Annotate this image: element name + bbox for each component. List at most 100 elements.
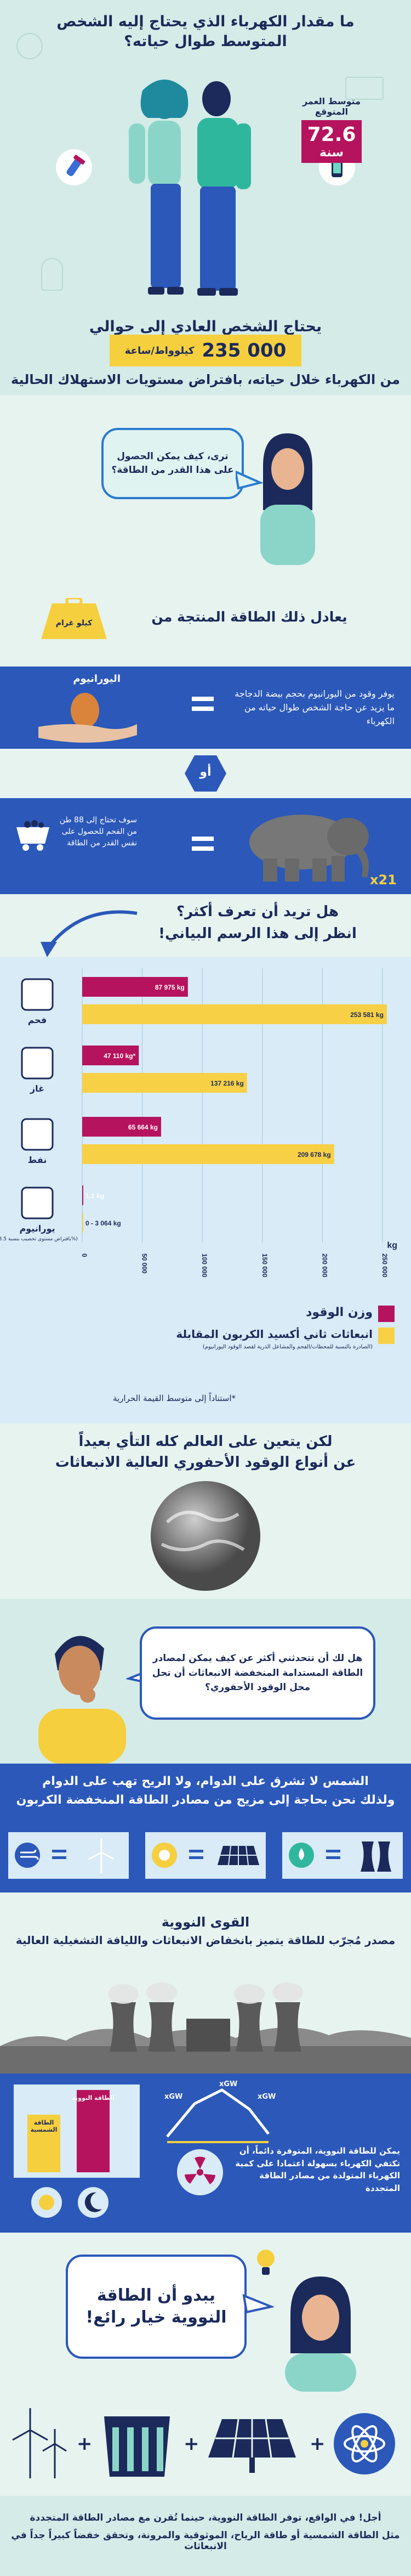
legend-emissions-swatch	[378, 1327, 395, 1344]
legend-weight-swatch	[378, 1306, 395, 1322]
chart-section: هل تريد أن تعرف أكثر؟ انظر إلى هذا الرسم…	[0, 897, 411, 1423]
chart-panel	[0, 957, 411, 1423]
woman-avatar	[260, 433, 315, 565]
page-title: ما مقدار الكهرباء الذي يحتاج إليه الشخص …	[56, 13, 355, 50]
fuel-icon	[21, 1187, 54, 1219]
atom-icon	[334, 2413, 395, 2475]
kwh-box: 235 000 كيلوواط/ساعة	[110, 335, 301, 366]
earth-icon	[151, 1481, 260, 1591]
x-tick-label: 50 000	[141, 1253, 149, 1274]
bar-value-label: 1.1 kg	[85, 1192, 104, 1200]
legend-emissions-note: (الصادرة بالنسبة للمحطات/الفحم والمشاعل …	[202, 1344, 373, 1350]
fuel-chart: 0 50 000 100 000 150 000 200 000 250 000 kg فحم…	[0, 968, 397, 1278]
elephant-icon	[249, 815, 369, 882]
coal-text: سوف تحتاج إلى 88 طن من الفحم للحصول على …	[59, 816, 137, 848]
wind-turbine-icon	[88, 1838, 115, 1873]
x-tick-label: 0	[81, 1253, 88, 1257]
water-drops-icon	[289, 1843, 314, 1868]
uranium-enrichment-note: (بافتراض مستوى تخصيب بنسبة 3.5%)	[0, 1236, 78, 1242]
question-section: ترى، كيف يمكن الحصول على هذا القدر من ال…	[0, 395, 411, 581]
bar-fuel-weight	[82, 1117, 161, 1137]
x-tick-label: 200 000	[321, 1253, 328, 1278]
x-tick-label: 100 000	[201, 1253, 208, 1278]
couple-illustration	[129, 80, 251, 296]
fuel-icon	[21, 1118, 54, 1151]
bubble-tail	[236, 470, 263, 490]
bar-co2-emissions	[82, 1144, 334, 1164]
equals-mini-2	[189, 1850, 203, 1859]
equals-mini-1	[52, 1850, 66, 1859]
razor-icon	[56, 149, 92, 185]
sun-wind-line1: الشمس لا تشرق على الدوام، ولا الريح تهب …	[42, 1775, 369, 1788]
xgw-label-1: xGW	[164, 2093, 183, 2101]
sun-icon-small	[31, 2187, 62, 2218]
more-line1: هل تريد أن تعرف أكثر؟	[176, 903, 339, 920]
kwh-unit: كيلوواط/ساعة	[124, 344, 195, 357]
footer-line2: مثل الطاقة الشمسية أو طاقة الرياح، الموث…	[11, 2530, 400, 2552]
x-unit-label: kg	[387, 1241, 397, 1250]
thinking-section: هل لك أن تتحدثني أكثر عن كيف يمكن لمصادر…	[0, 1599, 411, 1764]
footer-line1: أجل! في الواقع، توفر الطاقة النووية، حين…	[30, 2512, 381, 2523]
thinking-bubble: هل لك أن تتحدثني أكثر عن كيف يمكن لمصادر…	[140, 1626, 375, 1720]
sun-icon	[152, 1843, 177, 1868]
or-hexagon	[185, 755, 226, 792]
world-section: لكن يتعين على العالم كله التأي بعيداً عن…	[0, 1423, 411, 1599]
sun-wind-line2: ولذلك نحن بحاجة إلى مزيج من مصادر الطاقة…	[16, 1793, 395, 1807]
bar-fuel-weight	[82, 977, 188, 997]
hydro-dam-icon	[104, 2416, 170, 2477]
weight-icon	[41, 598, 107, 639]
xgw-chart	[166, 2088, 270, 2143]
mix-icons-section: + + +	[0, 2392, 411, 2496]
plus-1: +	[77, 2433, 93, 2455]
nuclear-capacity-label: الطاقة النووية	[72, 2094, 115, 2102]
equivalent-section: كيلو غرام يعادل ذلك الطاقة المنتجة من	[0, 581, 411, 666]
uranium-coal-section: اليورانيوم يوفر وقود من اليورانيوم بحجم …	[0, 666, 411, 897]
weight-label: كيلو غرام	[55, 619, 93, 628]
bar-value-label: 137 216 kg	[210, 1080, 244, 1087]
or-label: أو	[199, 765, 212, 779]
legend-weight: وزن الوقود	[306, 1306, 373, 1319]
bar-fuel-weight	[82, 1185, 83, 1205]
life-expectancy-label-2: المتوقع	[315, 106, 349, 117]
lightbulb-icon	[257, 2250, 275, 2275]
bar-value-label: 87 975 kg	[155, 984, 185, 991]
category-label: غاز	[30, 1083, 44, 1094]
plug-icon	[16, 33, 43, 59]
equals-sign	[192, 697, 214, 711]
nuclear-capacity-bar	[77, 2090, 110, 2172]
nuclear-title: القوى النووية	[161, 1914, 250, 1930]
good-choice-bubble: يبدو أن الطاقة النووية خيار رائع!	[66, 2255, 247, 2359]
nuclear-subtitle: مصدر مُجرّب للطاقة يتميز بانخفاض الانبعا…	[15, 1934, 396, 1947]
fuel-icon	[21, 1047, 54, 1080]
question-bubble: ترى، كيف يمكن الحصول على هذا القدر من ال…	[101, 428, 244, 499]
footer-section: أجل! في الواقع، توفر الطاقة النووية، حين…	[0, 2496, 411, 2576]
coal-cart-icon	[16, 820, 49, 851]
bar-value-label: 253 581 kg	[350, 1011, 384, 1019]
world-line1: لكن يتعين على العالم كله التأي بعيداً	[78, 1433, 333, 1450]
world-line2: عن أنواع الوقود الأحفوري العالية الانبعا…	[55, 1454, 356, 1471]
bar-value-label: 47 110 kg*	[104, 1052, 135, 1060]
more-line2: انظر إلى هذا الرسم البياني!	[158, 925, 357, 942]
life-expectancy-badge: متوسط العمر المتوقع 72.6 سنة	[293, 96, 370, 163]
category-label: فحم	[28, 1015, 47, 1025]
category-label: نفط	[28, 1155, 47, 1165]
category-label: يورانيوم	[19, 1223, 55, 1234]
xgw-label-3: xGW	[258, 2093, 276, 2101]
kwh-value: 235 000	[202, 340, 287, 361]
solar-capacity-bar	[27, 2115, 60, 2172]
equals-sign-2	[192, 837, 214, 851]
good-choice-section: يبدو أن الطاقة النووية خيار رائع!	[0, 2233, 411, 2392]
woman-happy-avatar	[285, 2276, 356, 2392]
capacity-section: الطاقة النووية الطاقة الشمسية xGW xGW xG…	[0, 2074, 411, 2233]
life-expectancy-unit: سنة	[319, 146, 344, 160]
life-expectancy-value: 72.6	[307, 123, 356, 146]
wind-icon	[15, 1843, 40, 1868]
x-tick-label: 250 000	[381, 1253, 389, 1278]
during-life-text: من الكهرباء خلال حياته، بافتراض مستويات …	[10, 372, 401, 387]
solar-panel-icon	[218, 1845, 259, 1866]
moon-icon	[78, 2187, 109, 2218]
egg-in-hand-icon	[38, 693, 137, 743]
legend-emissions: انبعاثات ثاني أكسيد الكربون المقابلة	[176, 1327, 373, 1341]
cooling-tower-icon	[361, 1841, 391, 1872]
fuel-icon	[21, 978, 54, 1011]
